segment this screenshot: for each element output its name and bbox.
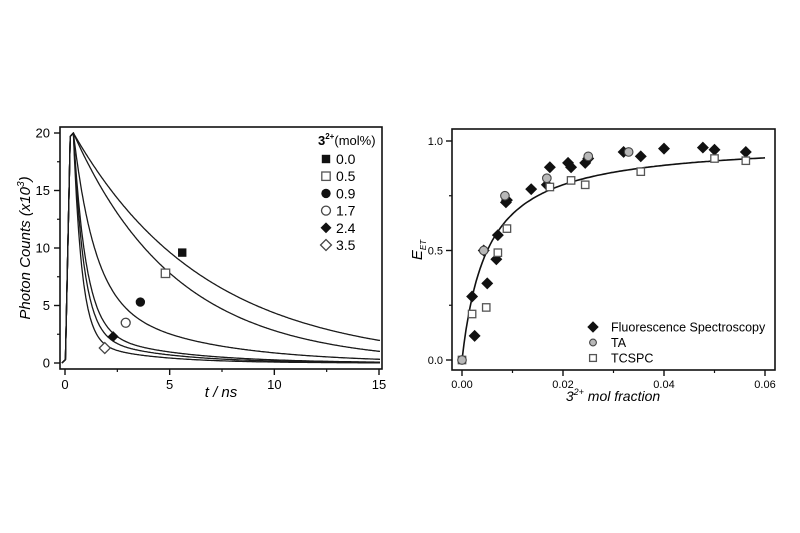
filled-diamond-marker [579, 156, 592, 169]
open-diamond-marker [98, 341, 112, 355]
gray-circle-marker [541, 173, 552, 184]
x-tick-label: 0.04 [653, 379, 674, 391]
y-axis-label: EET [409, 239, 428, 260]
legend-label: 2.4 [336, 220, 356, 236]
filled-diamond-marker [696, 141, 709, 154]
filled-diamond-marker [562, 156, 575, 169]
legend-filled-diamond-icon [320, 222, 332, 234]
legend-label: 1.7 [336, 203, 356, 219]
open-square-marker [467, 309, 477, 319]
gray-circle-marker [500, 190, 510, 201]
filled-circle-marker [135, 297, 146, 307]
legend-filled-circle-icon [321, 188, 331, 199]
open-square-marker [493, 248, 503, 258]
legend: 32+(mol%) 0.00.50.9 1.72.43.5 [318, 132, 376, 253]
filled-diamond-marker [658, 142, 670, 155]
y-tick-label: 5 [43, 298, 50, 313]
y-axis-label: Photon Counts (x103) [16, 176, 34, 319]
filled-diamond-marker [617, 145, 630, 158]
gray-circle-marker [623, 147, 634, 157]
open-square-marker [545, 182, 555, 192]
open-square-marker [636, 167, 646, 177]
open-circle-marker [120, 317, 131, 328]
filled-diamond-marker [468, 329, 481, 342]
decay-curve [61, 132, 380, 364]
decay-curve [61, 132, 380, 364]
decay-chart: 0 5 10 15 0 5 10 15 20 32+(mol%) 0.00.50.9 1.72.43… [16, 126, 386, 402]
y-tick-label: 0.0 [428, 355, 443, 367]
filled-diamond-marker [543, 161, 556, 174]
legend-filled-diamond-icon [587, 321, 599, 333]
axis-ticks: 0.00 0.02 0.04 0.06 0.0 0.5 1.0 [428, 136, 776, 391]
decay-markers [98, 248, 187, 355]
legend-label: 0.5 [336, 168, 356, 184]
decay-curve [61, 132, 380, 364]
x-tick-label: 15 [372, 377, 386, 392]
filled-diamond-marker [107, 331, 119, 343]
x-tick-label: 0.02 [552, 379, 573, 391]
y-tick-label: 0.5 [428, 246, 443, 258]
filled-diamond-marker [490, 253, 503, 266]
x-tick-label: 0.00 [451, 379, 472, 391]
decay-curve [61, 132, 380, 364]
legend-label: Fluorescence Spectroscopy [611, 321, 766, 335]
open-square-marker [566, 176, 576, 185]
legend-title: 32+(mol%) [318, 132, 376, 148]
decay-curve [61, 132, 381, 364]
filled-diamond-marker [634, 150, 647, 163]
filled-diamond-marker [491, 229, 504, 242]
plot-frame [59, 126, 383, 370]
open-square-marker [710, 154, 719, 163]
legend-open-diamond-icon [319, 238, 333, 252]
filled-diamond-marker [525, 183, 538, 196]
x-tick-label: 0.06 [754, 379, 775, 391]
x-tick-label: 10 [267, 377, 281, 392]
y-tick-label: 15 [36, 183, 50, 198]
open-square-marker [502, 224, 512, 233]
axis-ticks: 0 5 10 15 0 5 10 15 20 [36, 126, 387, 393]
efficiency-chart: 0.00 0.02 0.04 0.06 0.0 0.5 1.0 Fluorescence S… [409, 128, 776, 404]
legend-label: TA [611, 336, 627, 350]
legend-label: 3.5 [336, 237, 356, 253]
decay-curve [61, 132, 381, 364]
gray-circle-marker [583, 151, 594, 162]
x-axis-label: t / ns [205, 384, 238, 401]
open-square-marker [160, 268, 171, 279]
efficiency-markers [457, 141, 752, 365]
gray-circle-marker [478, 245, 489, 256]
y-tick-label: 0 [43, 356, 50, 371]
y-tick-label: 10 [36, 241, 50, 256]
y-tick-label: 20 [36, 126, 50, 141]
legend-open-square-icon [588, 353, 598, 363]
decay-curves [61, 132, 381, 364]
filled-diamond-marker [481, 277, 494, 290]
x-axis-label: 32+ mol fraction [566, 387, 661, 404]
filled-diamond-marker [565, 161, 578, 174]
filled-diamond-marker [739, 145, 752, 158]
legend-open-circle-icon [320, 205, 332, 216]
x-tick-label: 0 [61, 377, 68, 392]
filled-diamond-marker [466, 290, 479, 303]
legend-label: TCSPC [611, 352, 653, 366]
open-square-marker [580, 180, 590, 190]
legend-open-square-icon [321, 171, 331, 182]
x-tick-label: 5 [166, 377, 173, 392]
open-square-marker [481, 303, 491, 312]
legend-gray-circle-icon [589, 338, 597, 347]
gray-circle-marker [457, 355, 467, 365]
open-square-marker [741, 156, 751, 166]
filled-diamond-marker [708, 143, 721, 156]
legend-label: 0.0 [336, 151, 356, 167]
legend-label: 0.9 [336, 185, 356, 201]
filled-square-marker [178, 248, 187, 257]
y-tick-label: 1.0 [428, 136, 443, 148]
legend-filled-square-icon [321, 154, 331, 164]
